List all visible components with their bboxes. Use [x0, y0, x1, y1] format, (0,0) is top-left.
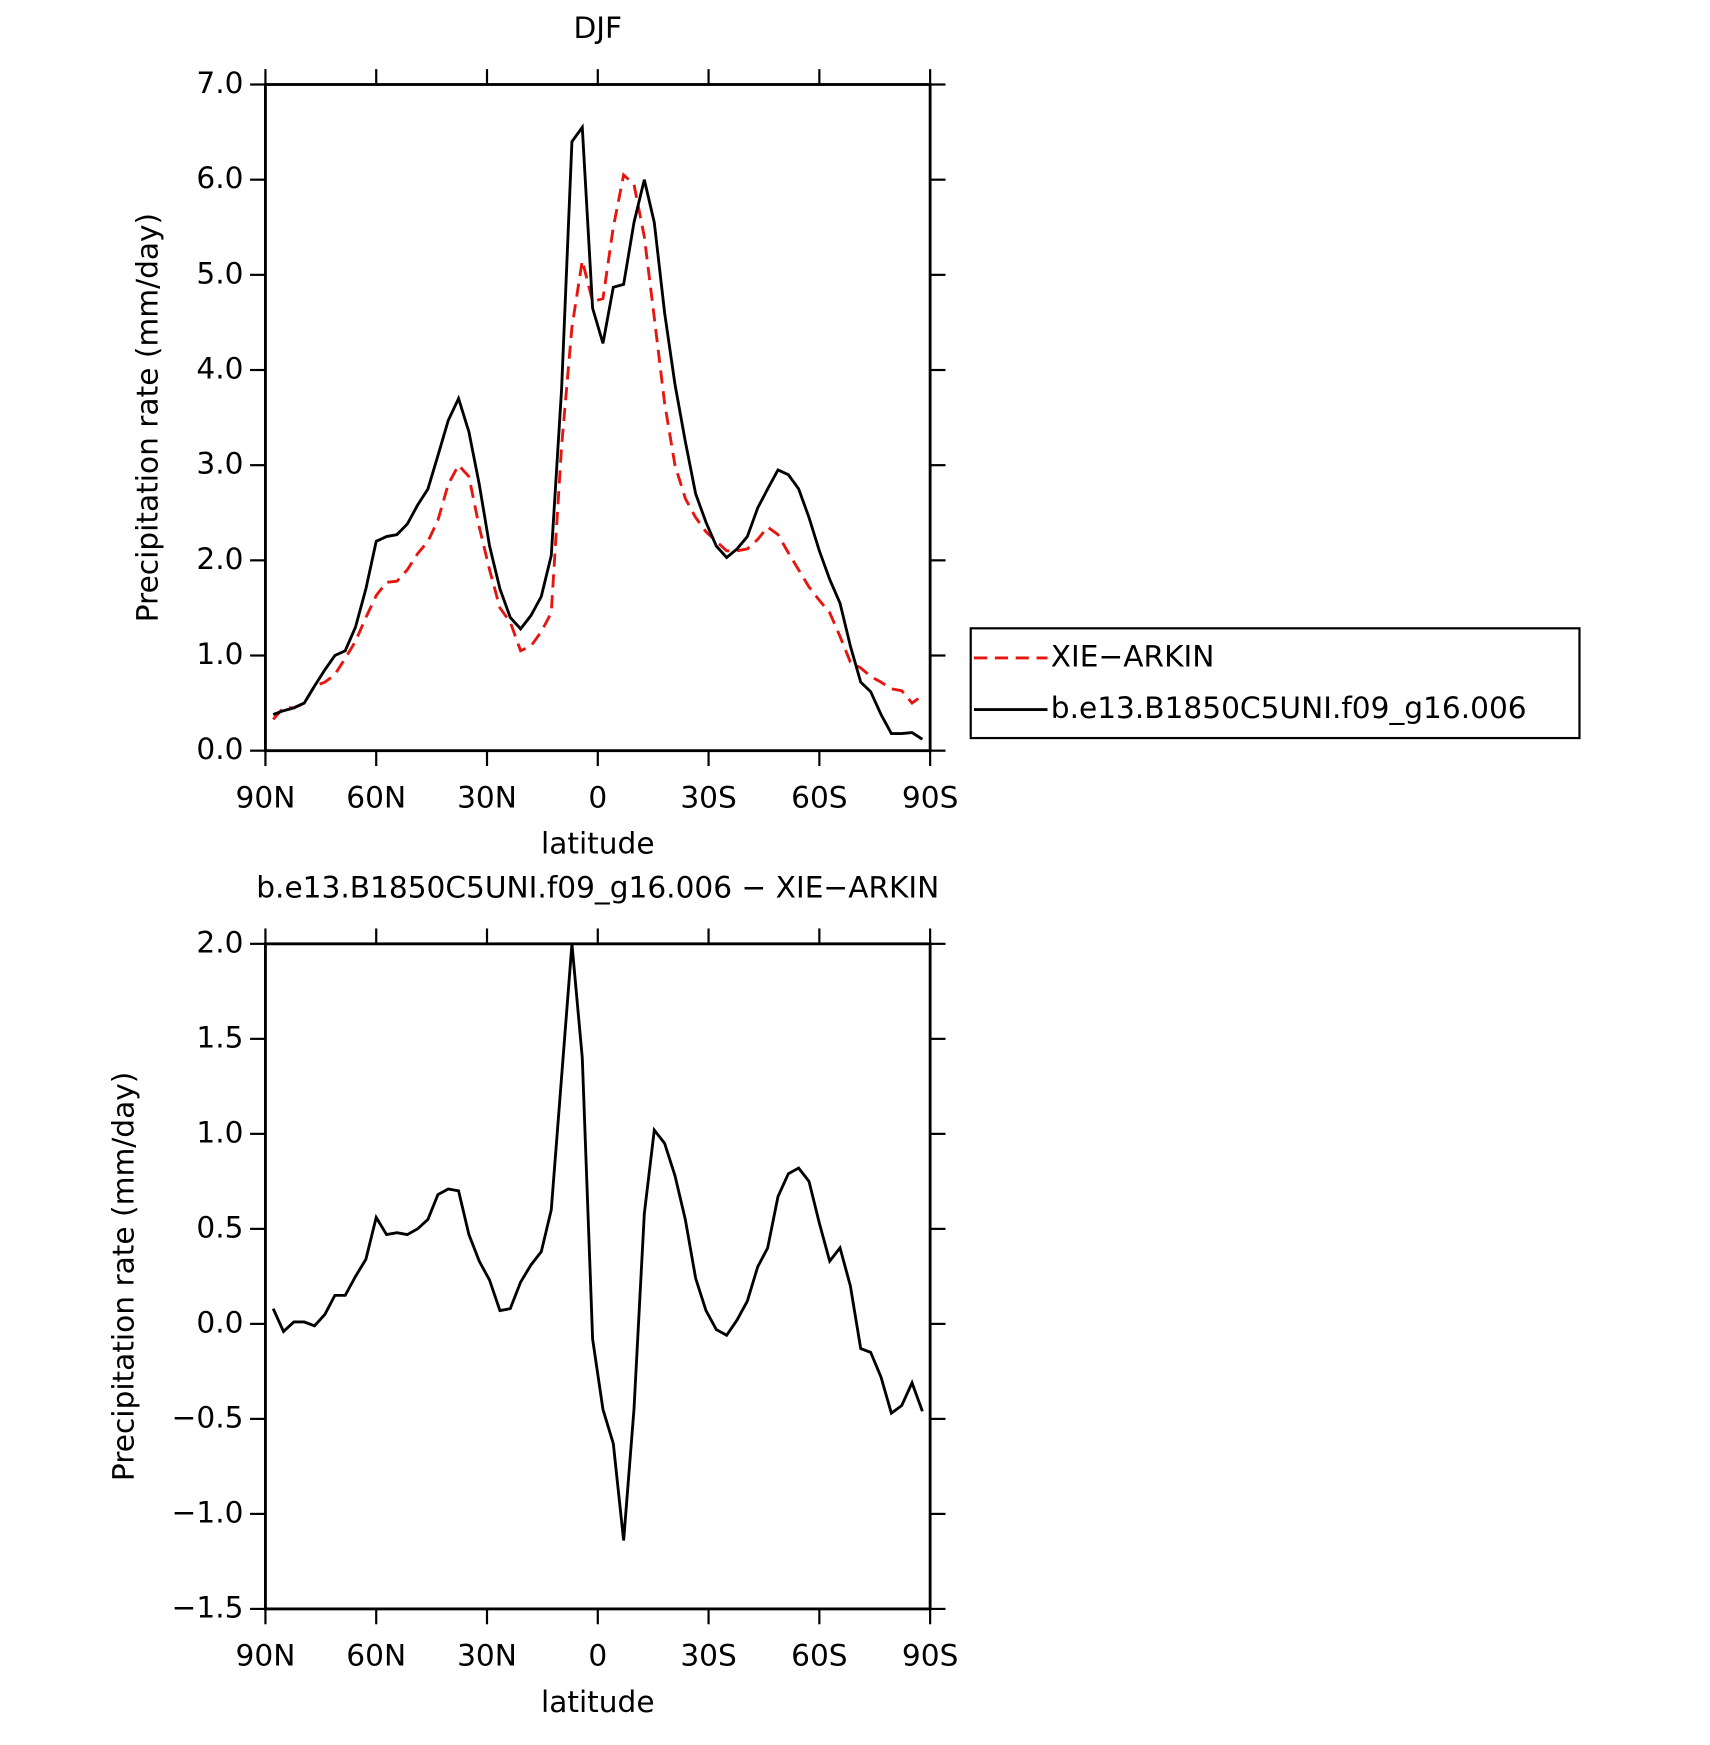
x-tick-label: 90S — [902, 780, 958, 814]
plot-frame — [264, 942, 932, 1611]
x-tick-label: 60S — [791, 780, 847, 814]
x-tick-label: 30S — [680, 1639, 736, 1673]
chart-title: DJF — [574, 11, 623, 45]
x-axis-label: latitude — [541, 827, 655, 861]
x-tick-label: 60N — [346, 780, 406, 814]
y-tick-label: 7.0 — [196, 66, 243, 100]
x-tick-label: 90N — [236, 1639, 296, 1673]
x-tick-label: 90N — [236, 780, 296, 814]
y-tick-label: 1.0 — [196, 1115, 243, 1149]
y-tick-label: 0.0 — [196, 1305, 243, 1339]
data-line — [271, 943, 924, 1541]
x-tick-label: 0 — [588, 1639, 607, 1673]
y-tick-label: −1.5 — [172, 1590, 244, 1624]
y-tick-label: 3.0 — [196, 447, 243, 481]
plot-frame — [264, 83, 932, 753]
y-tick-label: 1.5 — [196, 1020, 243, 1054]
y-tick-label: 0.0 — [196, 732, 243, 766]
y-tick-label: −0.5 — [172, 1400, 244, 1434]
data-line — [272, 123, 924, 741]
y-tick-label: 5.0 — [196, 256, 243, 290]
x-tick-label: 30N — [457, 780, 517, 814]
y-tick-label: 2.0 — [196, 542, 243, 576]
x-tick-label: 90S — [902, 1639, 958, 1673]
legend-label: b.e13.B1850C5UNI.f09_g16.006 — [1051, 691, 1527, 725]
legend-box — [969, 627, 1581, 740]
x-tick-label: 60S — [791, 1639, 847, 1673]
y-tick-label: 6.0 — [196, 161, 243, 195]
y-tick-label: 1.0 — [196, 637, 243, 671]
y-axis-label: Precipitation rate (mm/day) — [107, 1072, 141, 1481]
x-tick-label: 0 — [588, 780, 607, 814]
legend-label: XIE−ARKIN — [1051, 639, 1215, 673]
y-axis-label: Precipitation rate (mm/day) — [131, 213, 165, 622]
x-axis-label: latitude — [541, 1685, 655, 1719]
x-tick-label: 60N — [346, 1639, 406, 1673]
chart-title: b.e13.B1850C5UNI.f09_g16.006 − XIE−ARKIN — [256, 870, 939, 904]
x-tick-label: 30N — [457, 1639, 517, 1673]
y-tick-label: 2.0 — [196, 925, 243, 959]
y-tick-label: 4.0 — [196, 352, 243, 386]
x-tick-label: 30S — [680, 780, 736, 814]
y-tick-label: 0.5 — [196, 1210, 243, 1244]
y-tick-label: −1.0 — [172, 1495, 244, 1529]
data-line — [272, 172, 924, 721]
